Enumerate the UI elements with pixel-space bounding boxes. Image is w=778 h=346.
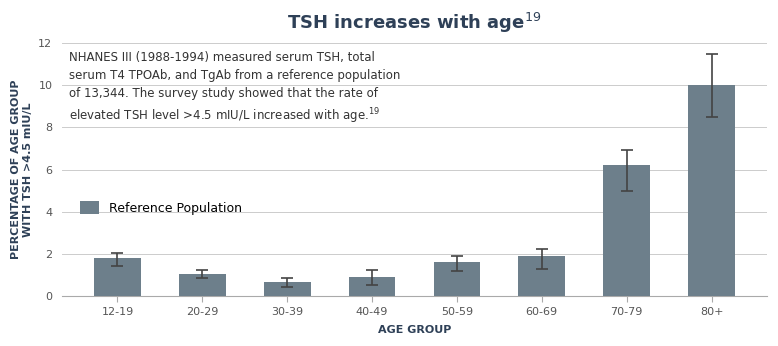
Text: NHANES III (1988-1994) measured serum TSH, total
serum T4 TPOAb, and TgAb from a: NHANES III (1988-1994) measured serum TS…: [69, 51, 401, 126]
Y-axis label: PERCENTAGE OF AGE GROUP
WITH TSH >4.5 mIU/L: PERCENTAGE OF AGE GROUP WITH TSH >4.5 mI…: [11, 80, 33, 260]
Bar: [179, 274, 226, 296]
Bar: [689, 85, 735, 296]
Bar: [94, 258, 141, 296]
Legend: Reference Population: Reference Population: [75, 196, 247, 220]
Title: TSH increases with age$^{19}$: TSH increases with age$^{19}$: [287, 11, 541, 35]
X-axis label: AGE GROUP: AGE GROUP: [378, 325, 451, 335]
Bar: [603, 165, 650, 296]
Bar: [433, 262, 480, 296]
Bar: [264, 282, 310, 296]
Bar: [349, 277, 395, 296]
Bar: [518, 256, 565, 296]
